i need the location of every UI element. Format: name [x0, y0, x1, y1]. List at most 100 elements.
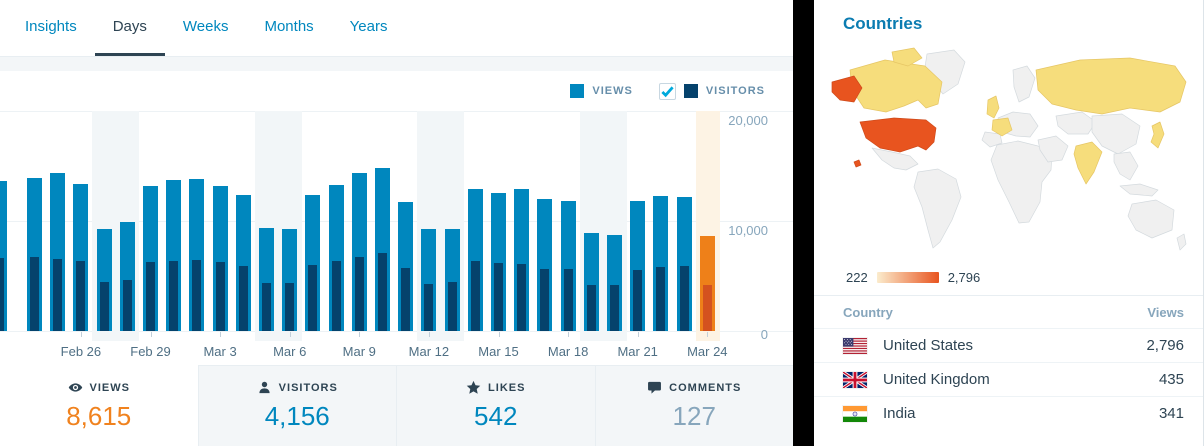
map-japan — [1150, 121, 1165, 149]
map-alaska — [831, 75, 863, 103]
visitors-bar — [702, 285, 712, 331]
stat-tab-comments[interactable]: COMMENTS 127 — [594, 366, 793, 446]
stat-comments-label: COMMENTS — [669, 381, 742, 394]
bar-feb-23[interactable] — [0, 181, 7, 331]
bar-mar-11[interactable] — [398, 201, 414, 331]
map-legend-min: 222 — [846, 270, 868, 285]
country-column-header: Country — [843, 305, 893, 320]
countries-title: Countries — [843, 14, 923, 33]
map-arctic-islands — [891, 47, 923, 67]
bar-mar-14[interactable] — [467, 188, 483, 331]
map-south-america — [913, 168, 962, 249]
visitors-bar — [633, 270, 643, 331]
visitors-bar — [308, 265, 318, 331]
stats-chart-panel: Insights Days Weeks Months Years VIEWS V… — [0, 0, 793, 446]
bar-mar-16[interactable] — [514, 188, 530, 331]
chart-legend: VIEWS VISITORS — [0, 71, 793, 111]
bar-mar-17[interactable] — [537, 199, 553, 331]
y-axis-label: 20,000 — [728, 113, 768, 128]
comment-icon — [648, 381, 662, 394]
x-axis-label: Feb 26 — [60, 344, 102, 359]
map-se-asia — [1113, 151, 1139, 181]
bar-feb-28[interactable] — [119, 221, 135, 331]
bar-mar-20[interactable] — [607, 234, 622, 331]
bar-mar-2[interactable] — [189, 179, 205, 331]
bar-mar-15[interactable] — [491, 192, 506, 331]
world-map-container — [814, 34, 1203, 266]
map-canada — [849, 59, 943, 113]
bar-mar-19[interactable] — [583, 232, 599, 331]
bar-mar-7[interactable] — [305, 194, 321, 331]
map-usa — [859, 117, 937, 153]
visitors-bar — [517, 263, 527, 331]
bar-mar-8[interactable] — [328, 185, 344, 331]
map-gradient-bar — [876, 272, 939, 283]
world-map — [831, 47, 1187, 251]
visitors-checkbox[interactable] — [658, 82, 676, 100]
bar-mar-4[interactable] — [235, 194, 251, 331]
tab-insights[interactable]: Insights — [25, 18, 77, 35]
tab-years[interactable]: Years — [349, 18, 388, 35]
country-views: 435 — [1158, 371, 1184, 388]
visitors-bar — [285, 283, 295, 331]
bar-mar-5[interactable] — [259, 227, 274, 331]
visitors-bar — [215, 261, 225, 331]
map-legend-max: 2,796 — [947, 270, 981, 285]
bar-mar-6[interactable] — [282, 229, 298, 331]
bar-mar-24[interactable] — [699, 236, 715, 331]
bar-feb-29[interactable] — [143, 185, 158, 331]
map-africa — [990, 140, 1053, 224]
map-scandinavia — [1012, 65, 1036, 103]
axis-tick — [150, 332, 152, 337]
stat-tab-views[interactable]: VIEWS 8,615 — [0, 365, 198, 446]
country-name: United Kingdom — [883, 371, 990, 388]
stat-likes-label: LIKES — [488, 381, 526, 394]
bar-mar-12[interactable] — [421, 229, 437, 331]
visitors-bar — [563, 269, 573, 331]
bar-mar-18[interactable] — [560, 201, 576, 331]
visitors-bar — [331, 261, 341, 331]
x-axis-label: Mar 9 — [342, 344, 376, 359]
stat-likes-value: 542 — [474, 401, 518, 431]
map-legend: 222 2,796 — [814, 266, 1203, 295]
visitors-bar — [586, 285, 596, 331]
legend-visitors-label: VISITORS — [705, 85, 765, 97]
chart-x-axis: Feb 26 Feb 29 Mar 3 Mar 6 Mar 9 Mar 12 Mar 15 M… — [0, 341, 793, 365]
bar-feb-24[interactable] — [27, 178, 42, 331]
chart-plot: 20,000 10,000 0 — [0, 111, 793, 341]
gridline-10000 — [0, 221, 793, 222]
bar-feb-26[interactable] — [73, 183, 89, 331]
bar-feb-25[interactable] — [50, 172, 66, 331]
visitors-swatch-icon — [683, 84, 698, 98]
gridline-0 — [0, 331, 793, 332]
bar-mar-10[interactable] — [375, 168, 390, 331]
bar-mar-23[interactable] — [676, 196, 692, 331]
axis-tick — [707, 332, 709, 337]
country-row-gb: United Kingdom 435 — [814, 362, 1203, 396]
stat-tab-likes[interactable]: LIKES 542 — [396, 366, 595, 446]
legend-views-label: VIEWS — [592, 85, 633, 97]
bar-mar-22[interactable] — [653, 196, 669, 331]
stat-tab-visitors[interactable]: VISITORS 4,156 — [197, 366, 396, 446]
tab-weeks[interactable]: Weeks — [182, 18, 229, 35]
map-indonesia — [1119, 183, 1159, 197]
summary-stats-bar: VIEWS 8,615 VISITORS 4,156 LIKES 542 COM… — [0, 365, 793, 446]
person-icon — [259, 381, 270, 394]
tab-months[interactable]: Months — [264, 18, 314, 35]
bar-mar-13[interactable] — [444, 229, 460, 331]
countries-table-body: United States 2,796 United Kingdom 435 India… — [814, 328, 1203, 430]
axis-tick — [289, 332, 291, 337]
visitors-bar — [99, 281, 109, 331]
bar-feb-27[interactable] — [96, 229, 112, 331]
y-axis-label: 0 — [760, 327, 768, 341]
visitors-bar — [424, 283, 434, 331]
tab-days[interactable]: Days — [94, 0, 165, 56]
country-row-us: United States 2,796 — [814, 328, 1203, 362]
bar-mar-9[interactable] — [351, 173, 367, 331]
uk-flag-icon — [843, 371, 867, 388]
bar-mar-21[interactable] — [630, 201, 646, 331]
bar-mar-3[interactable] — [212, 185, 228, 331]
map-china — [1091, 113, 1141, 155]
visitors-bar — [610, 285, 619, 331]
bar-mar-1[interactable] — [166, 180, 182, 331]
